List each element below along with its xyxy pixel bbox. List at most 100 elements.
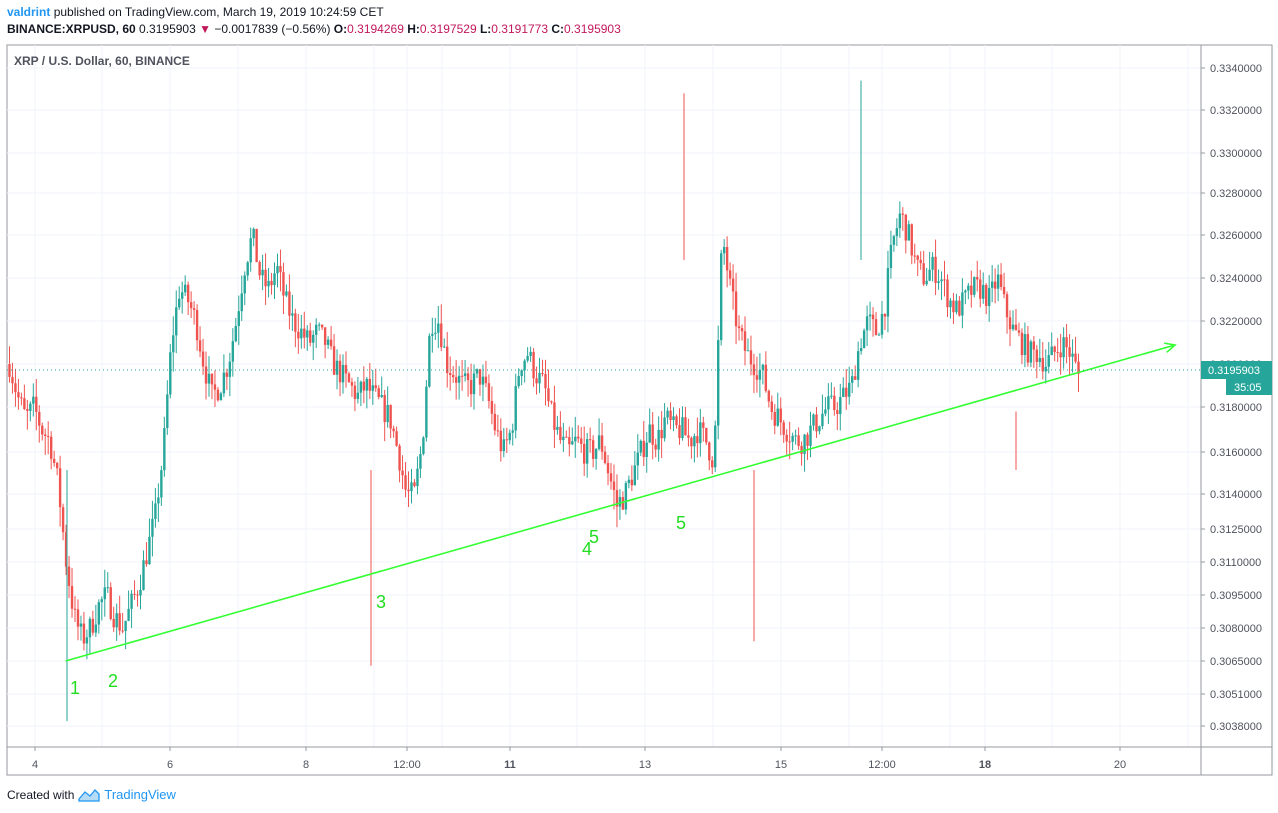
low-value: 0.3191773 [491,22,549,36]
high-label: H: [407,22,420,36]
candle-body [14,383,17,393]
candle-body [88,618,92,638]
candle-body [868,314,872,317]
price-tags: 0.3195903 35:05 [7,361,1272,395]
candle-body [550,401,553,403]
time-tick-label: 13 [639,759,651,771]
annotation-label: 5 [676,513,686,533]
candle-body [1005,294,1009,318]
candle-body [1002,286,1006,295]
candle-body [839,397,842,415]
candle-body [487,383,491,402]
candle-body [323,327,327,345]
candle-body [967,285,970,291]
candle-body [916,255,919,260]
candle-body [261,269,264,276]
candle-body [320,324,324,328]
candle-body [996,274,1000,289]
trendline-layer[interactable] [65,342,1177,662]
candle-body [1014,324,1018,331]
candle-body [987,287,991,306]
candle-body [61,507,65,533]
symbol-info: BINANCE:XRPUSD, 60 0.3195903 ▼ −0.001783… [7,22,621,36]
candle-body [568,437,571,445]
price-tick-label: 0.3038000 [1210,721,1262,733]
last-price-tag: 0.3195903 [1208,365,1260,377]
candle-body [943,279,946,281]
candle-body [993,281,997,289]
candle-body [669,410,672,420]
candle-body [865,316,869,331]
candle-body [919,259,922,264]
candle-body [127,608,130,621]
tradingview-brand[interactable]: TradingView [104,787,176,802]
candle-body [892,236,896,245]
candle-body [70,585,74,609]
candle-body [871,314,875,320]
candle-body [428,335,431,387]
candle-body [535,378,538,384]
candle-body [97,602,101,625]
low-label: L: [479,22,492,36]
candle-body [267,280,270,287]
price-change: −0.0017839 (−0.56%) [214,22,331,36]
candle-body [544,374,547,389]
candle-body [306,330,309,338]
candle-body [457,375,461,383]
candle-body [85,637,89,644]
candle-body [130,593,133,609]
candle-body [252,228,255,239]
candle-body [463,373,467,377]
candle-body [734,291,738,327]
candle-body [776,408,779,426]
candle-body [124,620,127,632]
candle-body [651,424,654,445]
price-tick-label: 0.3065000 [1210,656,1262,668]
candle-body [597,435,601,449]
publish-info: valdrint published on TradingView.com, M… [7,5,384,19]
candle-body [198,340,202,352]
candle-body [350,382,354,386]
candle-body [615,490,619,507]
candle-body [609,473,613,482]
candle-body [743,331,747,351]
candle-body [821,413,824,427]
candle-body [678,425,681,439]
author-name[interactable]: valdrint [7,5,51,19]
candle-body [1011,324,1015,330]
candle-body [282,272,285,296]
candle-body [499,430,503,452]
price-axis[interactable]: 0.3340000 0.3320000 0.3300000 0.3280000 0.32… [1201,63,1262,733]
candle-body [636,452,639,466]
time-axis[interactable]: 4 6 8 12:00 11 13 15 12:00 18 20 [32,747,1126,771]
candle-body [437,323,440,333]
candle-body [401,470,404,476]
candle-body [1047,355,1050,367]
candle-body [181,292,184,299]
candle-body [621,497,625,510]
candle-body [1059,352,1062,358]
candle-body [404,475,407,490]
candle-body [642,440,645,457]
candle-body [687,435,690,438]
candle-body [594,448,598,459]
candle-body [663,417,666,439]
candle-body [1017,330,1021,333]
candle-body [603,451,607,464]
candle-body [577,436,580,439]
candle-body [419,453,422,469]
candle-body [585,439,589,464]
price-tick-label: 0.3110000 [1210,557,1261,569]
candle-body [746,350,750,352]
candle-body [469,380,473,395]
candle-body [562,436,565,441]
candle-body [82,623,86,644]
candle-body [934,256,937,284]
candle-body [591,440,595,459]
candle-body [478,369,482,385]
candle-body [901,213,905,215]
candle-body [243,275,246,294]
candle-body [517,376,520,387]
